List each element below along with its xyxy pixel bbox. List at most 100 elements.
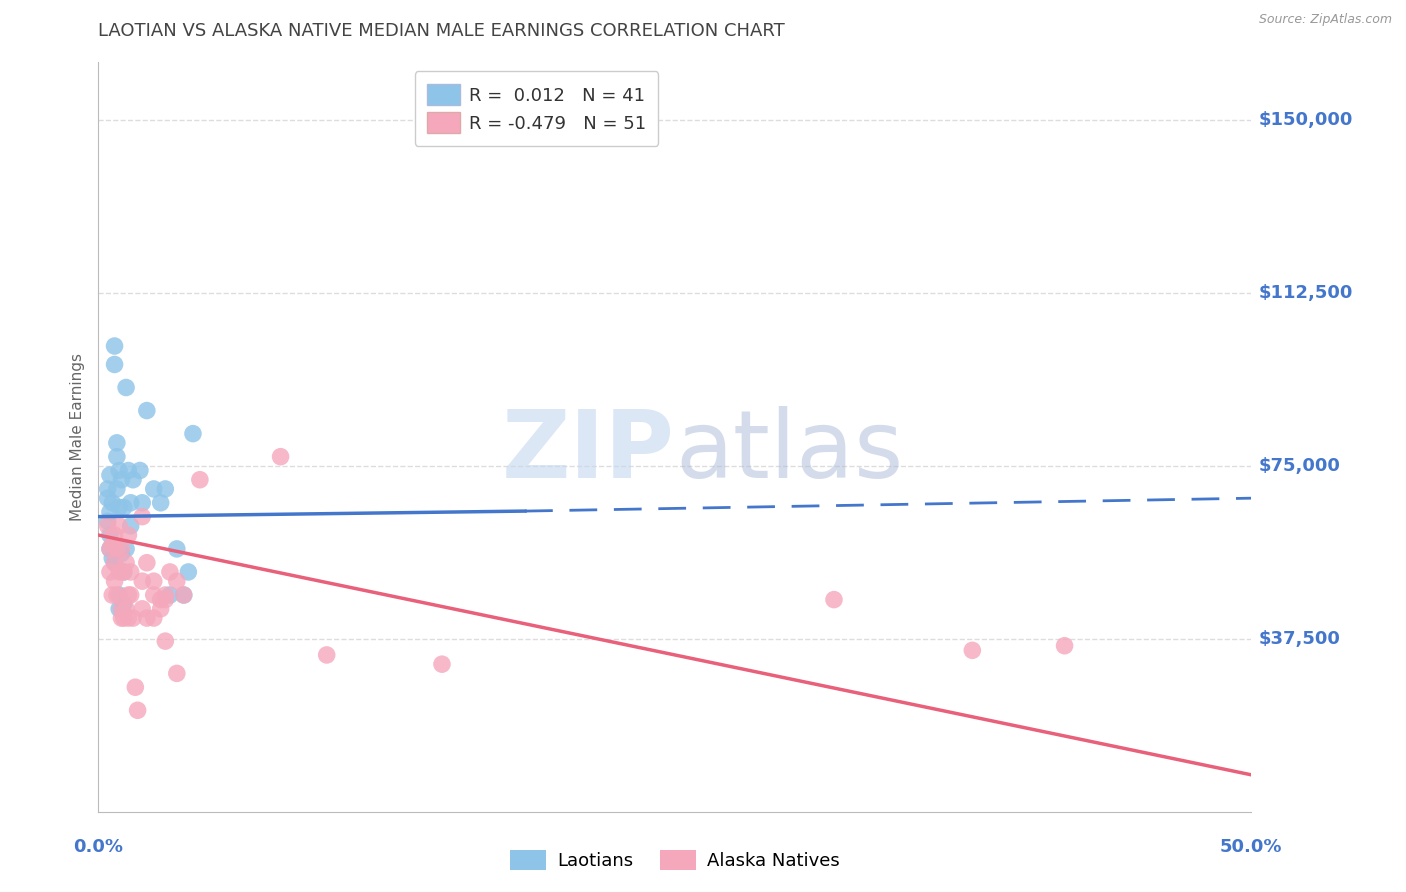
Point — [103, 339, 125, 353]
Point — [135, 403, 157, 417]
Text: 50.0%: 50.0% — [1220, 838, 1282, 856]
Point — [1053, 639, 1076, 653]
Point — [142, 482, 165, 496]
Point — [110, 547, 132, 561]
Point — [142, 611, 165, 625]
Point — [155, 592, 177, 607]
Point — [98, 541, 121, 556]
Point — [173, 588, 195, 602]
Point — [97, 482, 120, 496]
Point — [105, 541, 128, 556]
Point — [101, 551, 124, 566]
Point — [127, 703, 149, 717]
Point — [112, 597, 135, 611]
Point — [103, 574, 125, 589]
Text: Source: ZipAtlas.com: Source: ZipAtlas.com — [1258, 13, 1392, 27]
Text: $150,000: $150,000 — [1258, 112, 1353, 129]
Point — [112, 565, 135, 579]
Point — [131, 496, 153, 510]
Point — [166, 541, 188, 556]
Point — [105, 435, 128, 450]
Point — [115, 556, 138, 570]
Point — [108, 602, 131, 616]
Text: $75,000: $75,000 — [1258, 457, 1340, 475]
Point — [103, 556, 125, 570]
Point — [155, 482, 177, 496]
Point — [112, 611, 135, 625]
Point — [97, 519, 120, 533]
Point — [124, 680, 146, 694]
Point — [155, 634, 177, 648]
Point — [181, 426, 204, 441]
Text: ZIP: ZIP — [502, 406, 675, 498]
Point — [188, 473, 211, 487]
Point — [117, 463, 139, 477]
Point — [98, 541, 121, 556]
Point — [173, 588, 195, 602]
Text: $37,500: $37,500 — [1258, 630, 1340, 648]
Point — [315, 648, 337, 662]
Point — [98, 565, 121, 579]
Point — [115, 380, 138, 394]
Point — [120, 565, 142, 579]
Point — [115, 602, 138, 616]
Point — [117, 611, 139, 625]
Point — [159, 565, 181, 579]
Point — [159, 588, 181, 602]
Point — [122, 473, 145, 487]
Point — [142, 574, 165, 589]
Text: LAOTIAN VS ALASKA NATIVE MEDIAN MALE EARNINGS CORRELATION CHART: LAOTIAN VS ALASKA NATIVE MEDIAN MALE EAR… — [98, 22, 785, 40]
Point — [135, 556, 157, 570]
Point — [98, 528, 121, 542]
Point — [98, 468, 121, 483]
Point — [120, 588, 142, 602]
Point — [115, 541, 138, 556]
Point — [131, 602, 153, 616]
Point — [97, 514, 120, 528]
Point — [110, 473, 132, 487]
Point — [110, 602, 132, 616]
Text: 0.0%: 0.0% — [73, 838, 124, 856]
Point — [149, 592, 172, 607]
Point — [98, 505, 121, 519]
Point — [103, 556, 125, 570]
Point — [112, 500, 135, 515]
Point — [97, 491, 120, 505]
Point — [166, 666, 188, 681]
Point — [131, 574, 153, 589]
Text: atlas: atlas — [675, 406, 903, 498]
Point — [135, 611, 157, 625]
Point — [117, 528, 139, 542]
Point — [105, 588, 128, 602]
Point — [166, 574, 188, 589]
Point — [112, 565, 135, 579]
Point — [108, 519, 131, 533]
Point — [101, 537, 124, 551]
Point — [155, 588, 177, 602]
Point — [962, 643, 984, 657]
Point — [142, 588, 165, 602]
Point — [149, 602, 172, 616]
Point — [131, 509, 153, 524]
Point — [108, 463, 131, 477]
Point — [270, 450, 292, 464]
Text: $112,500: $112,500 — [1258, 284, 1353, 302]
Point — [120, 496, 142, 510]
Point — [149, 496, 172, 510]
Point — [105, 450, 128, 464]
Point — [103, 528, 125, 542]
Y-axis label: Median Male Earnings: Median Male Earnings — [69, 353, 84, 521]
Point — [430, 657, 453, 672]
Point — [108, 588, 131, 602]
Point — [101, 588, 124, 602]
Point — [108, 565, 131, 579]
Point — [105, 482, 128, 496]
Point — [120, 519, 142, 533]
Point — [122, 611, 145, 625]
Point — [117, 588, 139, 602]
Point — [823, 592, 845, 607]
Point — [108, 500, 131, 515]
Point — [177, 565, 200, 579]
Point — [103, 358, 125, 372]
Point — [110, 541, 132, 556]
